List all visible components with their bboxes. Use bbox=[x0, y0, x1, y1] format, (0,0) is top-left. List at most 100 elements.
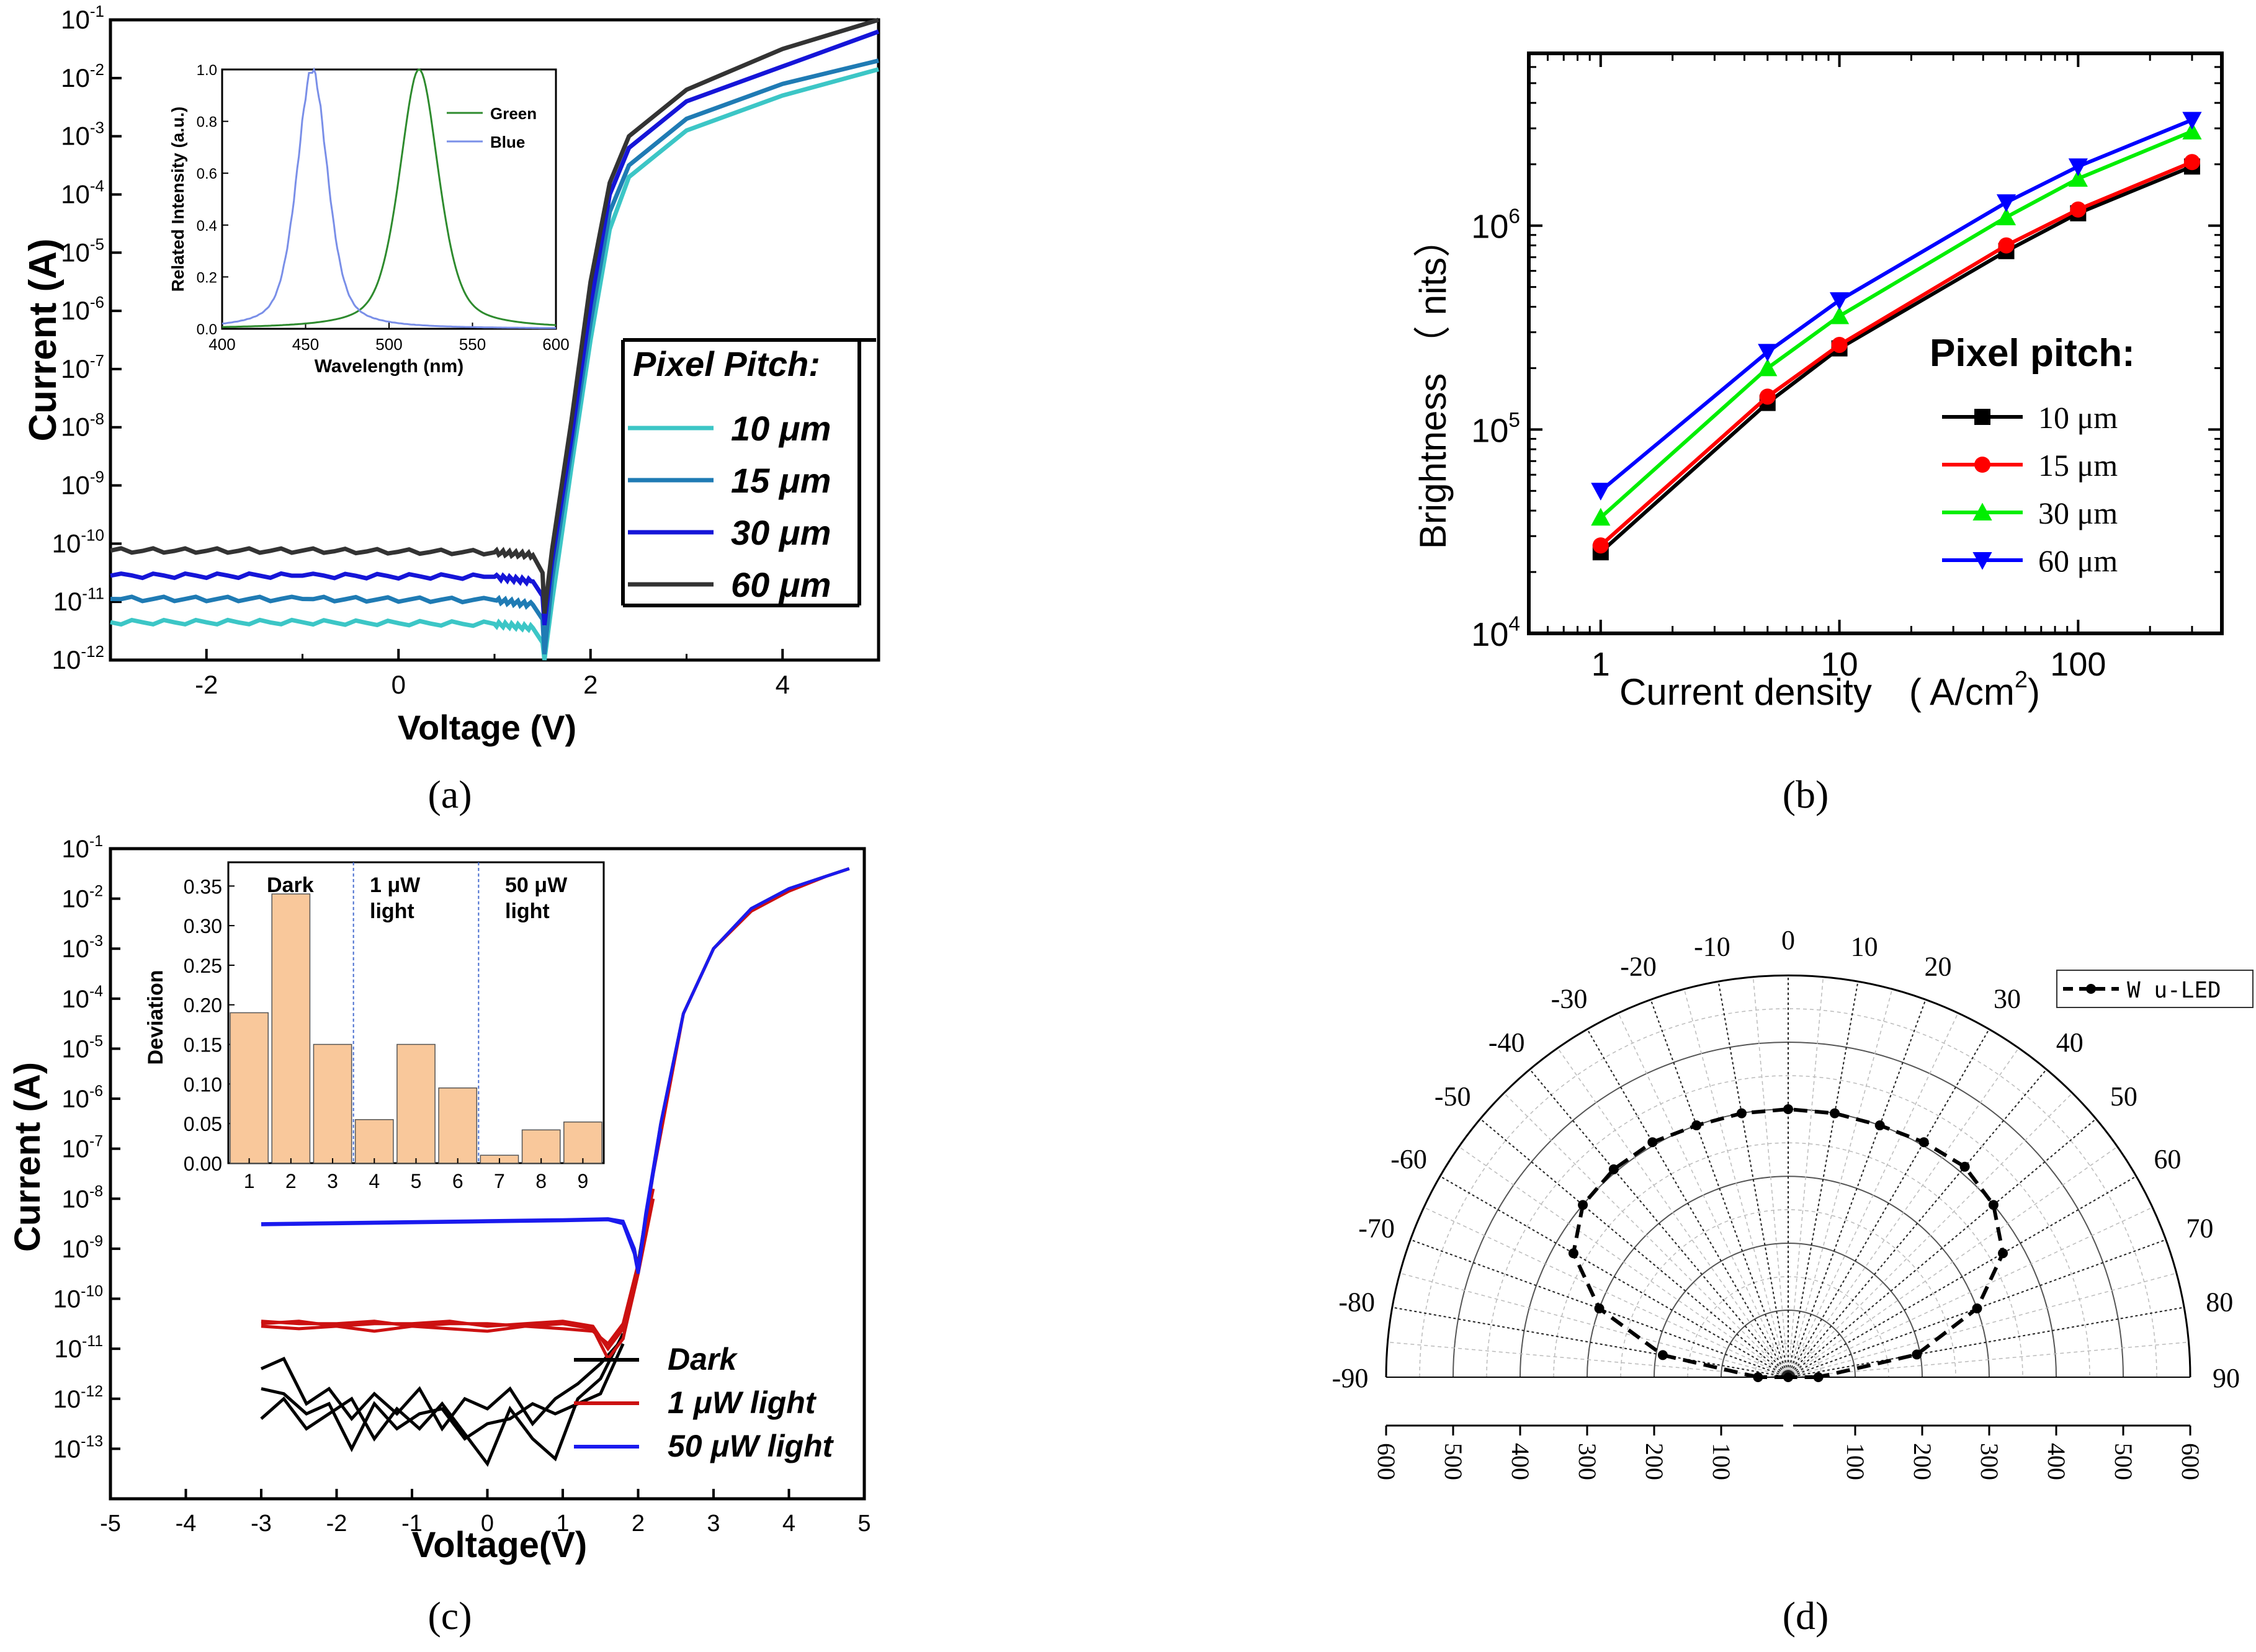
b-marker-triangle-up bbox=[2068, 169, 2088, 187]
d-grid-arc bbox=[1754, 1343, 1822, 1378]
d-series-marker bbox=[1830, 1108, 1840, 1118]
a-ytick-label-exp: -5 bbox=[90, 234, 104, 253]
b-marker-triangle-down bbox=[1758, 344, 1778, 362]
d-grid-spoke bbox=[1439, 1176, 1789, 1378]
b-ytick-label: 106 bbox=[1471, 205, 1520, 245]
panel-b-x-axis-end: ) bbox=[2028, 671, 2040, 713]
panel-c-inset: 0.00 0.05 0.10 0.15 0.20 0.25 0.30 0.35 1 2 3 4 5 6 7 8… bbox=[144, 861, 605, 1192]
panel-b-legend-title: Pixel pitch: bbox=[1930, 332, 2135, 375]
ci-bar bbox=[271, 893, 311, 1164]
b-marker-circle bbox=[1831, 336, 1848, 353]
ci-xtick-label: 9 bbox=[577, 1170, 588, 1192]
c-ytick-label-base: 10 bbox=[53, 1435, 81, 1463]
a-xtick-label: 2 bbox=[583, 670, 598, 699]
c-ytick-label: 10-12 bbox=[53, 1383, 103, 1413]
c-series-line bbox=[261, 1128, 663, 1274]
d-radial-tick-label: 600 bbox=[2177, 1443, 2205, 1480]
c-ytick-label-exp: -8 bbox=[89, 1183, 103, 1200]
panel-a-inset-ticks: 400 450 500 550 600 0.0 0.2 0.4 0.6 0.8 1.0 bbox=[197, 62, 570, 354]
panel-c-legend: Dark 1 μW light 50 μW light bbox=[574, 1342, 835, 1463]
panel-b-legend: Pixel pitch: 10 μm 15 μm 30 μm 60 μm bbox=[1930, 332, 2135, 578]
c-ytick-label-exp: -11 bbox=[82, 1333, 103, 1350]
a-ytick-label: 10-5 bbox=[61, 234, 104, 267]
panel-b-x-axis-label: Current density ( A/cm2) bbox=[1619, 667, 2040, 713]
a-xtick-label: 4 bbox=[776, 670, 790, 699]
a-ytick-label-base: 10 bbox=[61, 471, 90, 500]
d-grid-spoke bbox=[1423, 1207, 1789, 1378]
c-ytick-label-base: 10 bbox=[53, 1386, 81, 1413]
a-ytick-label: 10-12 bbox=[52, 642, 104, 674]
a-ytick-label-base: 10 bbox=[52, 529, 81, 558]
c-xtick-label: -3 bbox=[251, 1511, 272, 1537]
d-grid-arc bbox=[1553, 1142, 2023, 1378]
c-ytick-label: 10-1 bbox=[61, 833, 103, 863]
d-grid-spoke bbox=[1788, 1029, 1990, 1378]
a-ytick-label: 10-9 bbox=[61, 468, 104, 500]
a-ytick-label-base: 10 bbox=[52, 645, 81, 674]
c-ytick-label: 10-9 bbox=[61, 1233, 103, 1263]
b-marker-circle bbox=[2183, 154, 2200, 171]
ci-bar bbox=[230, 1012, 269, 1164]
c-ytick-label-base: 10 bbox=[61, 1035, 89, 1063]
d-grid-spoke bbox=[1788, 1047, 2020, 1378]
b-ytick-label-exp: 4 bbox=[1508, 613, 1520, 636]
b-marker-triangle-down bbox=[2068, 158, 2088, 177]
d-grid-spoke bbox=[1788, 1306, 2185, 1378]
ci-xtick-label: 7 bbox=[494, 1170, 505, 1192]
a-ytick-label-exp: -3 bbox=[90, 118, 104, 137]
c-xtick-label: 1 bbox=[556, 1511, 569, 1537]
a-ytick-label: 10-10 bbox=[52, 525, 104, 558]
ci-bar bbox=[313, 1043, 352, 1164]
d-series-marker bbox=[1568, 1248, 1578, 1259]
b-series-line bbox=[1599, 160, 2193, 547]
inset-group-1uw-line1: 1 μW bbox=[370, 873, 421, 897]
panel-label-b: (b) bbox=[1783, 772, 1829, 816]
d-grid-spoke bbox=[1752, 976, 1789, 1378]
d-radial-tick-label: 100 bbox=[1708, 1443, 1735, 1480]
d-series-marker bbox=[1918, 1137, 1929, 1148]
a-ytick-label-exp: -4 bbox=[90, 177, 104, 195]
d-radial-tick-label: 500 bbox=[2110, 1443, 2137, 1480]
c-xtick-label: 5 bbox=[857, 1511, 871, 1537]
d-grid-spoke bbox=[1683, 988, 1789, 1378]
panel-d-angle-labels: -90 -80 -70 -60 -50 -40 -30 -20 -10 0 10 20 30 40 50 60… bbox=[1332, 925, 2240, 1393]
inset-group-50uw-line1: 50 μW bbox=[505, 873, 568, 897]
ci-ytick-label: 0.20 bbox=[184, 994, 222, 1017]
c-ytick-label-base: 10 bbox=[61, 1086, 89, 1113]
b-xtick-label: 100 bbox=[2050, 646, 2106, 683]
d-grid-spoke bbox=[1788, 1146, 2118, 1378]
d-radial-tick-label: 600 bbox=[1372, 1443, 1400, 1480]
panel-d-legend: W u-LED bbox=[2056, 970, 2254, 1008]
d-grid-spoke bbox=[1479, 1118, 1789, 1378]
ai-series-line bbox=[222, 67, 556, 329]
c-ytick-label: 10-4 bbox=[61, 983, 103, 1013]
ai-xtick-label: 400 bbox=[208, 335, 235, 354]
d-outer-arc bbox=[1385, 974, 2191, 1378]
panel-label-d: (d) bbox=[1783, 1594, 1829, 1638]
b-marker-circle bbox=[1759, 388, 1776, 405]
ai-series-line bbox=[222, 68, 557, 328]
a-ytick-label: 10-7 bbox=[61, 351, 104, 383]
d-series-marker bbox=[1608, 1164, 1619, 1174]
panel-d-polar-grid bbox=[1385, 974, 2191, 1378]
b-marker-circle bbox=[2070, 201, 2087, 218]
panel-a-x-ticks: -2 0 2 4 bbox=[109, 649, 880, 699]
inset-legend-blue: Blue bbox=[490, 133, 525, 151]
d-angle-label: -50 bbox=[1435, 1081, 1471, 1112]
ci-ytick-label: 0.00 bbox=[184, 1153, 222, 1175]
a-ytick-label-exp: -8 bbox=[90, 409, 104, 428]
c-ytick-label-exp: -4 bbox=[89, 983, 103, 1000]
ci-bar bbox=[396, 1043, 436, 1164]
legend-w-uled-marker bbox=[2086, 984, 2096, 994]
a-ytick-label-base: 10 bbox=[61, 354, 90, 383]
inset-group-1uw-line2: light bbox=[370, 900, 414, 923]
panel-a-legend-title: Pixel Pitch: bbox=[633, 344, 820, 383]
a-ytick-label-exp: -10 bbox=[81, 525, 104, 544]
legend-50uw: 50 μW light bbox=[668, 1429, 835, 1463]
ci-ytick-label: 0.35 bbox=[184, 875, 222, 898]
a-legend-label: 30 μm bbox=[731, 513, 831, 552]
d-grid-spoke bbox=[1788, 1012, 1959, 1378]
d-series-marker bbox=[1783, 1104, 1793, 1114]
d-series-marker bbox=[1972, 1303, 1982, 1314]
ci-bar bbox=[521, 1129, 561, 1164]
